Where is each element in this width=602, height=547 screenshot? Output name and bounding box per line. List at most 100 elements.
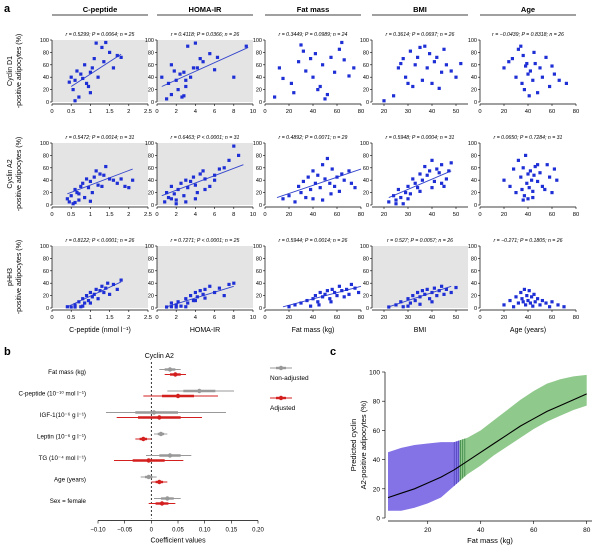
y-tick-label: 60 bbox=[363, 63, 369, 69]
regression-line bbox=[70, 53, 122, 87]
x-tick-label: −0.05 bbox=[117, 528, 133, 534]
cell-stats: r = 0.0650; P = 0.7284; n = 31 bbox=[494, 135, 563, 141]
y-tick-label: 40 bbox=[363, 75, 369, 81]
data-point bbox=[418, 45, 422, 50]
data-point bbox=[321, 163, 325, 167]
y-tick-label: 60 bbox=[471, 166, 477, 172]
data-point bbox=[81, 76, 85, 81]
y-tick-label: 20 bbox=[363, 191, 369, 197]
data-point bbox=[311, 197, 315, 201]
data-point bbox=[169, 305, 173, 309]
x-tick-label: 80 bbox=[358, 109, 364, 115]
data-point bbox=[435, 167, 439, 171]
y-axis-label-line: A2-positive adipocytes (%) bbox=[359, 400, 368, 489]
data-point bbox=[347, 169, 351, 173]
data-point bbox=[352, 66, 356, 70]
data-point bbox=[244, 44, 248, 48]
data-point bbox=[420, 78, 424, 82]
data-point bbox=[318, 186, 322, 190]
regression-line bbox=[276, 168, 362, 198]
y-tick-label: 0 bbox=[366, 203, 369, 209]
data-point bbox=[293, 303, 297, 307]
y-tick-label: 40 bbox=[471, 75, 477, 81]
data-point bbox=[521, 198, 525, 202]
data-point bbox=[86, 298, 91, 303]
data-point bbox=[203, 187, 207, 192]
data-point bbox=[169, 301, 173, 305]
x-tick-label: 20 bbox=[424, 527, 432, 534]
data-point bbox=[193, 290, 197, 295]
data-point bbox=[208, 284, 212, 288]
data-point bbox=[203, 177, 207, 181]
data-point bbox=[277, 66, 281, 70]
data-point bbox=[524, 153, 528, 157]
data-point bbox=[208, 52, 212, 56]
y-tick-label: 40 bbox=[471, 281, 477, 287]
x-tick-label: 40 bbox=[310, 315, 316, 321]
y-tick-label: 40 bbox=[256, 75, 262, 81]
data-point bbox=[519, 44, 523, 48]
y-tick-label: 100 bbox=[253, 38, 262, 44]
x-tick-label: 0 bbox=[478, 109, 481, 115]
data-point bbox=[342, 58, 346, 62]
data-point bbox=[507, 60, 511, 64]
x-tick-label: 1 bbox=[89, 315, 92, 321]
data-point bbox=[65, 305, 69, 309]
x-tick-label: 20 bbox=[381, 315, 387, 321]
data-point bbox=[444, 63, 448, 67]
data-point bbox=[184, 200, 188, 204]
confidence-band-high bbox=[459, 374, 587, 482]
data-point bbox=[408, 301, 412, 305]
y-tick-label: 40 bbox=[43, 75, 49, 81]
x-tick-label: 6 bbox=[213, 315, 216, 321]
data-point bbox=[340, 172, 344, 176]
y-tick-label: 60 bbox=[43, 166, 49, 172]
data-point bbox=[203, 296, 207, 300]
confidence-band-low bbox=[388, 440, 460, 511]
data-point bbox=[297, 184, 301, 188]
data-point bbox=[67, 200, 71, 204]
data-point bbox=[538, 66, 542, 70]
y-axis-label: Predicted cyclinA2-positive adipocytes (… bbox=[349, 400, 368, 489]
data-point bbox=[174, 305, 178, 309]
data-point bbox=[544, 55, 548, 59]
y-tick-label: 20 bbox=[43, 294, 49, 300]
x-tick-label: 20 bbox=[286, 109, 292, 115]
data-point bbox=[86, 84, 91, 89]
data-point bbox=[184, 297, 188, 301]
x-tick-label: 40 bbox=[429, 212, 435, 218]
x-tick-label: 8 bbox=[232, 315, 235, 321]
cell-background bbox=[372, 40, 468, 102]
data-point bbox=[432, 179, 436, 184]
data-point bbox=[94, 169, 98, 173]
y-tick-label: 0 bbox=[46, 203, 49, 209]
x-tick-label: 20 bbox=[501, 212, 507, 218]
data-point bbox=[69, 75, 73, 79]
data-point bbox=[514, 75, 518, 79]
y-tick-label: 20 bbox=[256, 191, 262, 197]
data-point bbox=[69, 194, 73, 198]
data-point bbox=[406, 197, 410, 201]
y-tick-label: 80 bbox=[471, 153, 477, 159]
regression-line bbox=[388, 170, 452, 198]
data-point bbox=[178, 72, 182, 76]
data-point bbox=[186, 301, 190, 305]
x-tick-label: 0.5 bbox=[67, 212, 75, 218]
data-point bbox=[179, 304, 183, 308]
data-point bbox=[184, 84, 188, 89]
x-tick-label: 0 bbox=[155, 109, 158, 115]
data-point bbox=[232, 281, 236, 285]
data-point bbox=[213, 173, 217, 177]
data-point bbox=[184, 305, 188, 309]
y-tick-label: 60 bbox=[256, 166, 262, 172]
cell-stats: r = 0.3449; P = 0.0989; n = 24 bbox=[279, 32, 348, 38]
data-point bbox=[531, 78, 535, 82]
data-point bbox=[337, 47, 341, 51]
forest-row-label: TG (10⁻⁴ mol l⁻¹) bbox=[39, 455, 86, 462]
data-point bbox=[406, 297, 410, 301]
data-point bbox=[519, 290, 523, 295]
x-tick-label: 80 bbox=[573, 212, 579, 218]
y-tick-label: 40 bbox=[373, 457, 381, 464]
data-point bbox=[425, 173, 429, 177]
data-point bbox=[392, 94, 396, 98]
